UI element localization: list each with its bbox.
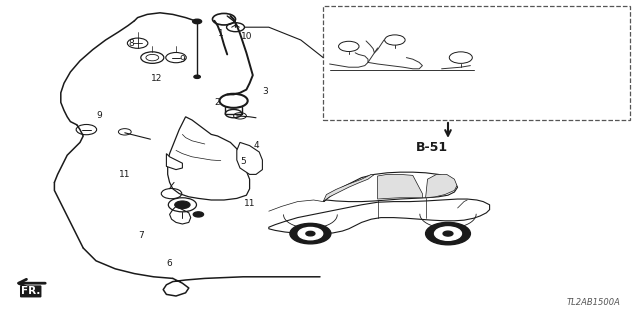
Polygon shape: [378, 174, 422, 199]
Text: B-51: B-51: [416, 141, 448, 154]
Polygon shape: [323, 172, 458, 202]
Circle shape: [175, 201, 190, 209]
Circle shape: [426, 222, 470, 245]
Text: TL2AB1500A: TL2AB1500A: [567, 298, 621, 307]
Polygon shape: [269, 199, 490, 234]
Polygon shape: [168, 117, 250, 200]
Text: 4: 4: [253, 141, 259, 150]
Text: 6: 6: [167, 260, 172, 268]
Text: 5: 5: [241, 157, 246, 166]
Polygon shape: [237, 142, 262, 174]
Text: 10: 10: [241, 32, 252, 41]
Circle shape: [290, 223, 331, 244]
Text: 8: 8: [129, 39, 134, 48]
Text: FR.: FR.: [21, 286, 40, 296]
Text: 9: 9: [180, 55, 185, 64]
Text: 1: 1: [218, 29, 223, 38]
Circle shape: [194, 75, 200, 78]
Polygon shape: [323, 174, 374, 202]
Circle shape: [193, 212, 204, 217]
Text: 11: 11: [119, 170, 131, 179]
Circle shape: [298, 228, 323, 240]
Circle shape: [193, 19, 202, 24]
Polygon shape: [426, 174, 457, 198]
Text: 11: 11: [244, 199, 255, 208]
Text: 2: 2: [215, 98, 220, 107]
Circle shape: [306, 231, 315, 236]
Bar: [323, 6, 630, 120]
Text: 9: 9: [97, 111, 102, 120]
Circle shape: [435, 227, 461, 240]
Text: 7: 7: [138, 231, 143, 240]
Text: 12: 12: [151, 74, 163, 83]
Circle shape: [443, 231, 453, 236]
Polygon shape: [166, 154, 182, 170]
Text: 3: 3: [263, 87, 268, 96]
